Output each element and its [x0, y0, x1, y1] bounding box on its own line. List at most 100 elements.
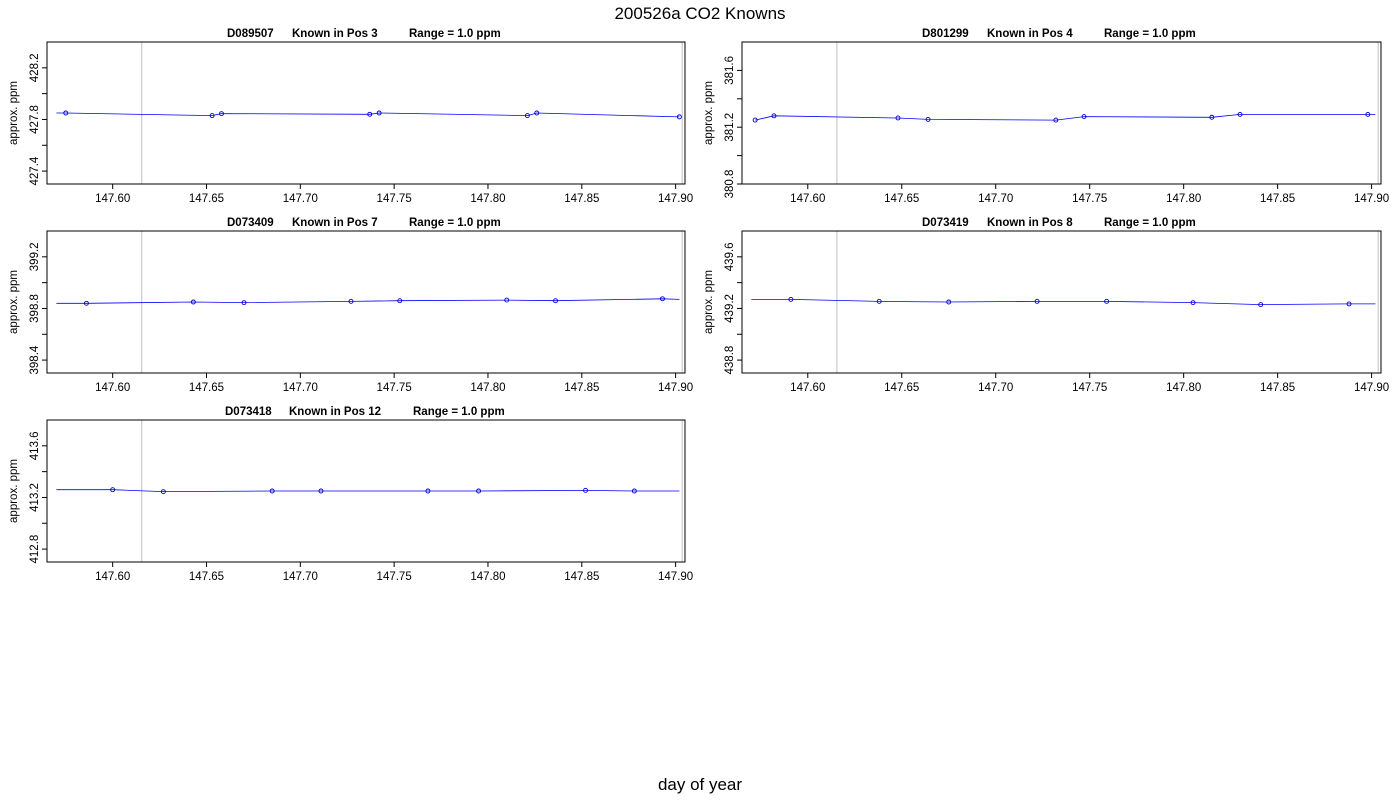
- data-point: [1258, 302, 1264, 308]
- data-point: [241, 300, 247, 306]
- panel-title-part: Range = 1.0 ppm: [409, 217, 501, 229]
- y-axis-label: approx. ppm: [703, 270, 715, 334]
- data-point: [553, 298, 558, 304]
- y-tick-label: 398.4: [29, 345, 41, 374]
- panel-4: D073419 Known in Pos 8 Range = 1.0 ppm 147.…: [703, 217, 1389, 394]
- x-axis-title: day of year: [657, 775, 743, 794]
- data-point: [534, 110, 540, 116]
- x-tick-label: 147.80: [470, 193, 505, 205]
- y-tick-label: 413.6: [29, 431, 41, 460]
- x-tick-label: 147.60: [95, 571, 130, 583]
- x-tick-label: 147.80: [1166, 193, 1201, 205]
- panel-title-part: Known in Pos 4: [987, 28, 1073, 40]
- x-tick-label: 147.85: [1260, 193, 1295, 205]
- y-axis-label: approx. ppm: [703, 81, 715, 145]
- data-point: [676, 114, 682, 120]
- data-point: [752, 117, 758, 123]
- data-point: [318, 488, 324, 494]
- x-tick-label: 147.75: [1072, 193, 1107, 205]
- panel-title-part: D073418: [225, 406, 272, 418]
- data-point: [1209, 114, 1215, 120]
- data-point: [504, 297, 510, 303]
- panel-title-part: D073419: [922, 217, 969, 229]
- x-tick-label: 147.70: [978, 193, 1013, 205]
- data-point: [946, 299, 952, 305]
- x-tick-label: 147.85: [564, 193, 599, 205]
- y-tick-label: 413.2: [29, 483, 41, 512]
- data-point: [1104, 298, 1110, 304]
- panel-title-part: Range = 1.0 ppm: [413, 406, 505, 418]
- x-tick-label: 147.75: [1072, 382, 1107, 394]
- data-point: [1237, 111, 1243, 117]
- series-line: [755, 114, 1376, 121]
- panel-3: D073409 Known in Pos 7 Range = 1.0 ppm 147.…: [8, 217, 693, 394]
- data-point: [367, 111, 373, 117]
- y-tick-label: 399.2: [29, 242, 41, 271]
- x-tick-label: 147.80: [470, 571, 505, 583]
- data-point: [348, 298, 354, 304]
- x-tick-label: 147.65: [884, 382, 919, 394]
- data-point: [771, 113, 777, 119]
- y-tick-label: 427.8: [29, 105, 41, 134]
- x-tick-label: 147.70: [978, 382, 1013, 394]
- data-point: [269, 488, 275, 494]
- y-axis-label: approx. ppm: [8, 81, 20, 145]
- plot-frame: [741, 41, 1382, 185]
- panel-title-part: Range = 1.0 ppm: [1104, 28, 1196, 40]
- series-line: [751, 298, 1376, 306]
- panel-title-part: Known in Pos 8: [987, 217, 1073, 229]
- data-point: [1034, 298, 1040, 304]
- data-point: [110, 487, 116, 493]
- y-tick-label: 381.2: [724, 113, 736, 142]
- y-tick-label: 427.4: [29, 156, 41, 185]
- data-point: [925, 116, 931, 122]
- plot-frame: [46, 419, 686, 563]
- x-tick-label: 147.75: [377, 193, 412, 205]
- x-tick-label: 147.90: [658, 193, 693, 205]
- x-tick-label: 147.70: [283, 382, 318, 394]
- data-point: [1346, 301, 1352, 307]
- plot-frame: [741, 230, 1382, 374]
- x-tick-label: 147.85: [564, 382, 599, 394]
- series-line: [56, 489, 680, 493]
- data-point: [209, 113, 215, 119]
- y-tick-label: 439.6: [724, 242, 736, 271]
- x-tick-label: 147.85: [1260, 382, 1295, 394]
- x-tick-label: 147.65: [189, 571, 224, 583]
- x-tick-label: 147.90: [658, 571, 693, 583]
- y-tick-label: 380.8: [724, 170, 736, 199]
- y-tick-label: 412.8: [29, 535, 41, 564]
- data-point: [1190, 300, 1196, 306]
- x-tick-label: 147.60: [95, 193, 130, 205]
- panel-title-part: Range = 1.0 ppm: [1104, 217, 1196, 229]
- chart-main-title: 200526a CO2 Knowns: [614, 4, 786, 23]
- x-tick-label: 147.85: [564, 571, 599, 583]
- plot-frame: [46, 41, 686, 185]
- x-tick-label: 147.65: [884, 193, 919, 205]
- data-point: [524, 113, 530, 119]
- data-point: [1053, 117, 1059, 123]
- y-tick-label: 398.8: [29, 294, 41, 323]
- data-point: [631, 488, 637, 494]
- data-point: [190, 299, 196, 305]
- panel-title-part: D073409: [227, 217, 274, 229]
- x-tick-label: 147.70: [283, 193, 318, 205]
- panel-2: D801299 Known in Pos 4 Range = 1.0 ppm 147.…: [703, 28, 1389, 205]
- x-tick-label: 147.75: [377, 382, 412, 394]
- data-point: [376, 110, 382, 116]
- series-line: [56, 112, 680, 118]
- panel-title-part: Known in Pos 3: [292, 28, 378, 40]
- y-tick-label: 381.6: [724, 56, 736, 85]
- panel-title-part: Known in Pos 12: [289, 406, 381, 418]
- panel-5: D073418 Known in Pos 12 Range = 1.0 ppm 147…: [8, 406, 693, 583]
- x-tick-label: 147.65: [189, 382, 224, 394]
- x-tick-label: 147.80: [1166, 382, 1201, 394]
- panel-title-part: Range = 1.0 ppm: [409, 28, 501, 40]
- data-point: [895, 115, 901, 121]
- x-tick-label: 147.60: [790, 382, 825, 394]
- data-point: [1365, 111, 1371, 117]
- x-tick-label: 147.75: [377, 571, 412, 583]
- data-point: [876, 298, 882, 304]
- x-tick-label: 147.90: [658, 382, 693, 394]
